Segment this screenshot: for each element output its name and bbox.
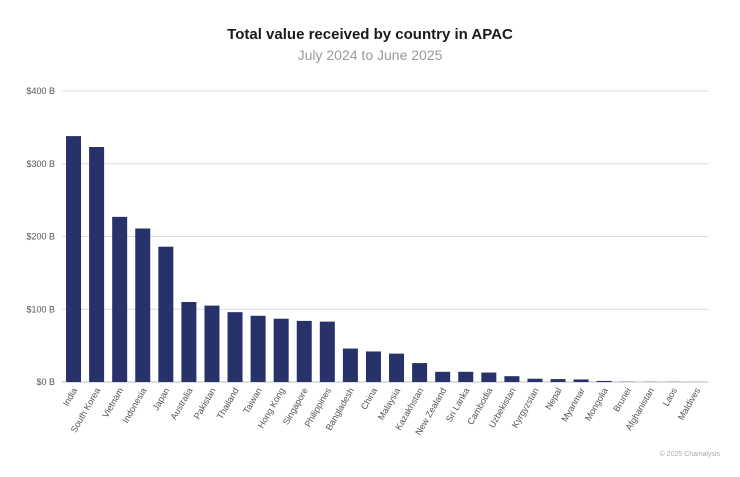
bar	[181, 301, 197, 382]
y-tick-label: $200 B	[26, 232, 55, 242]
bar	[412, 363, 428, 382]
bar	[458, 371, 474, 382]
x-tick-label: Brunei	[611, 386, 633, 414]
bar	[389, 353, 405, 382]
bar	[481, 372, 497, 382]
x-tick-label: Vietnam	[100, 386, 125, 419]
bar	[227, 312, 243, 382]
x-tick-label: Mongolia	[583, 386, 610, 423]
y-tick-label: $100 B	[26, 304, 55, 314]
bar	[66, 136, 82, 382]
x-tick-label: Nepal	[543, 386, 563, 411]
bar	[273, 318, 289, 382]
y-tick-label: $300 B	[26, 159, 55, 169]
bar	[158, 246, 174, 382]
chart-title: Total value received by country in APAC	[227, 26, 513, 43]
source-credit: © 2025 Chainalysis	[659, 451, 720, 458]
bar	[135, 228, 151, 382]
bar	[550, 379, 566, 382]
bar	[365, 351, 381, 382]
bar	[504, 376, 520, 382]
x-tick-label: Taiwan	[241, 386, 264, 415]
y-axis-ticks: $0 B $100 B $200 B $300 B $400 B	[26, 86, 55, 387]
bar	[112, 216, 128, 382]
y-tick-label: $400 B	[26, 86, 55, 96]
x-tick-label: China	[359, 386, 379, 411]
bar	[250, 315, 266, 382]
bar	[296, 320, 312, 382]
y-tick-label: $0 B	[36, 377, 55, 387]
x-tick-label: India	[61, 386, 79, 408]
x-tick-label: Japan	[151, 386, 172, 412]
x-tick-label: Maldives	[676, 386, 703, 422]
bar	[527, 378, 543, 382]
bars	[66, 136, 704, 382]
x-tick-label: Thailand	[215, 386, 241, 421]
bar	[573, 379, 589, 382]
x-tick-label: Pakistan	[192, 386, 218, 421]
x-tick-label: Laos	[661, 386, 680, 408]
chart-subtitle: July 2024 to June 2025	[297, 47, 443, 63]
bar	[596, 380, 612, 382]
bar	[89, 147, 105, 382]
bar	[319, 321, 335, 382]
bar	[204, 305, 220, 382]
bar	[342, 348, 358, 382]
bar	[435, 371, 451, 382]
